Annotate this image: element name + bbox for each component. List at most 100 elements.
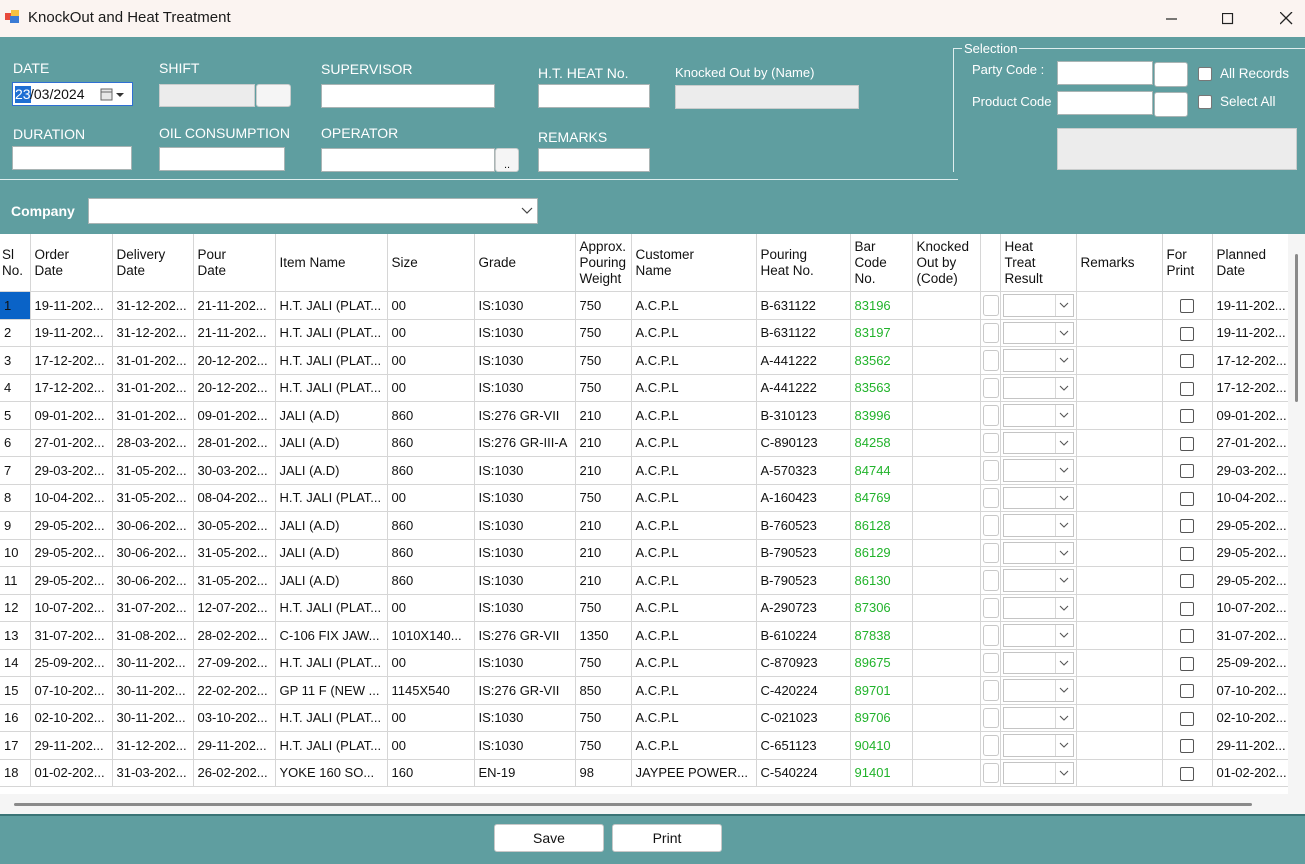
table-row[interactable]: 3 17-12-202... 31-01-202... 20-12-202... H.T… <box>0 346 1292 375</box>
column-header[interactable]: Size <box>387 234 475 292</box>
cell-knocked-code[interactable] <box>912 759 981 787</box>
cell-customer[interactable]: A.C.P.L <box>631 566 757 595</box>
cell-sl[interactable]: 16 <box>0 704 31 732</box>
cell-knocked-button[interactable] <box>980 649 1001 677</box>
cell-bar[interactable]: 87306 <box>850 594 913 622</box>
cell-for-print[interactable] <box>1162 621 1213 650</box>
cell-knocked-button[interactable] <box>980 401 1001 430</box>
cell-item[interactable]: H.T. JALI (PLAT... <box>275 649 388 677</box>
cell-heat-treat-result[interactable] <box>1000 676 1077 705</box>
cell-remarks[interactable] <box>1076 704 1163 732</box>
cell-bar[interactable]: 84769 <box>850 484 913 512</box>
date-picker[interactable]: 23 /03/2024 <box>12 82 133 106</box>
cell-knocked-code[interactable] <box>912 539 981 567</box>
cell-heat-treat-result[interactable] <box>1000 346 1077 375</box>
cell-delivery[interactable]: 31-01-202... <box>112 401 194 430</box>
cell-knocked-button[interactable] <box>980 731 1001 760</box>
heat-treat-combo[interactable] <box>1002 404 1074 427</box>
column-header[interactable]: Remarks <box>1076 234 1163 292</box>
cell-item[interactable]: JALI (A.D) <box>275 456 388 485</box>
cell-size[interactable]: 00 <box>387 484 475 512</box>
cell-grade[interactable]: IS:1030 <box>474 731 576 760</box>
heat-treat-combo[interactable] <box>1002 596 1074 619</box>
cell-item[interactable]: H.T. JALI (PLAT... <box>275 731 388 760</box>
table-row[interactable]: 13 31-07-202... 31-08-202... 28-02-202... C-… <box>0 621 1292 650</box>
knocked-lookup-button[interactable] <box>982 460 999 481</box>
cell-sl[interactable]: 7 <box>0 456 31 485</box>
column-header[interactable]: Pouring Heat No. <box>756 234 851 292</box>
cell-pour[interactable]: 20-12-202... <box>193 374 276 402</box>
cell-item[interactable]: JALI (A.D) <box>275 566 388 595</box>
cell-bar[interactable]: 83196 <box>850 291 913 320</box>
cell-order[interactable]: 17-12-202... <box>30 374 113 402</box>
cell-size[interactable]: 00 <box>387 649 475 677</box>
cell-weight[interactable]: 750 <box>575 484 632 512</box>
cell-heat-treat-result[interactable] <box>1000 374 1077 402</box>
cell-grade[interactable]: IS:1030 <box>474 704 576 732</box>
cell-planned[interactable]: 09-01-202... <box>1212 401 1292 430</box>
table-row[interactable]: 18 01-02-202... 31-03-202... 26-02-202... YO… <box>0 759 1292 787</box>
all-records-checkbox[interactable] <box>1198 67 1212 81</box>
for-print-checkbox[interactable] <box>1180 326 1194 341</box>
cell-planned[interactable]: 17-12-202... <box>1212 374 1292 402</box>
heat-treat-combo[interactable] <box>1002 321 1074 344</box>
table-row[interactable]: 12 10-07-202... 31-07-202... 12-07-202... H.… <box>0 594 1292 622</box>
for-print-checkbox[interactable] <box>1180 354 1194 369</box>
table-row[interactable]: 9 29-05-202... 30-06-202... 30-05-202... JAL… <box>0 511 1292 540</box>
for-print-checkbox[interactable] <box>1180 436 1194 451</box>
cell-weight[interactable]: 850 <box>575 676 632 705</box>
cell-item[interactable]: JALI (A.D) <box>275 539 388 567</box>
cell-heat-treat-result[interactable] <box>1000 291 1077 320</box>
cell-grade[interactable]: IS:276 GR-VII <box>474 621 576 650</box>
cell-order[interactable]: 29-03-202... <box>30 456 113 485</box>
minimize-button[interactable] <box>1144 0 1200 37</box>
calendar-icon[interactable] <box>100 87 128 103</box>
table-row[interactable]: 16 02-10-202... 30-11-202... 03-10-202... H.… <box>0 704 1292 732</box>
close-button[interactable] <box>1258 0 1305 37</box>
cell-item[interactable]: H.T. JALI (PLAT... <box>275 594 388 622</box>
cell-knocked-button[interactable] <box>980 621 1001 650</box>
cell-delivery[interactable]: 30-11-202... <box>112 649 194 677</box>
cell-size[interactable]: 00 <box>387 319 475 347</box>
cell-knocked-button[interactable] <box>980 566 1001 595</box>
cell-knocked-button[interactable] <box>980 759 1001 787</box>
knocked-lookup-button[interactable] <box>982 680 999 701</box>
knocked-lookup-button[interactable] <box>982 295 999 316</box>
cell-bar[interactable]: 90410 <box>850 731 913 760</box>
cell-grade[interactable]: IS:1030 <box>474 511 576 540</box>
cell-pour[interactable]: 31-05-202... <box>193 539 276 567</box>
cell-heat[interactable]: B-610224 <box>756 621 851 650</box>
cell-remarks[interactable] <box>1076 731 1163 760</box>
cell-bar[interactable]: 89706 <box>850 704 913 732</box>
cell-heat-treat-result[interactable] <box>1000 731 1077 760</box>
cell-size[interactable]: 00 <box>387 374 475 402</box>
cell-knocked-button[interactable] <box>980 429 1001 457</box>
supervisor-input[interactable] <box>321 84 495 108</box>
cell-size[interactable]: 860 <box>387 401 475 430</box>
cell-weight[interactable]: 750 <box>575 731 632 760</box>
cell-sl[interactable]: 11 <box>0 566 31 595</box>
cell-bar[interactable]: 84258 <box>850 429 913 457</box>
oil-consumption-input[interactable] <box>159 147 285 171</box>
knocked-lookup-button[interactable] <box>982 322 999 343</box>
cell-for-print[interactable] <box>1162 676 1213 705</box>
cell-size[interactable]: 860 <box>387 429 475 457</box>
cell-customer[interactable]: A.C.P.L <box>631 346 757 375</box>
cell-heat[interactable]: C-890123 <box>756 429 851 457</box>
column-header[interactable]: Sl No. <box>0 234 31 292</box>
horizontal-scrollbar[interactable] <box>0 794 1288 814</box>
cell-customer[interactable]: JAYPEE POWER... <box>631 759 757 787</box>
for-print-checkbox[interactable] <box>1180 519 1194 534</box>
cell-pour[interactable]: 20-12-202... <box>193 346 276 375</box>
for-print-checkbox[interactable] <box>1180 684 1194 699</box>
column-header[interactable]: Knocked Out by (Code) <box>912 234 981 292</box>
cell-remarks[interactable] <box>1076 511 1163 540</box>
cell-delivery[interactable]: 31-05-202... <box>112 484 194 512</box>
cell-heat-treat-result[interactable] <box>1000 456 1077 485</box>
table-row[interactable]: 17 29-11-202... 31-12-202... 29-11-202... H.… <box>0 731 1292 760</box>
cell-order[interactable]: 25-09-202... <box>30 649 113 677</box>
knocked-lookup-button[interactable] <box>982 432 999 453</box>
cell-planned[interactable]: 25-09-202... <box>1212 649 1292 677</box>
cell-grade[interactable]: IS:1030 <box>474 539 576 567</box>
cell-customer[interactable]: A.C.P.L <box>631 731 757 760</box>
